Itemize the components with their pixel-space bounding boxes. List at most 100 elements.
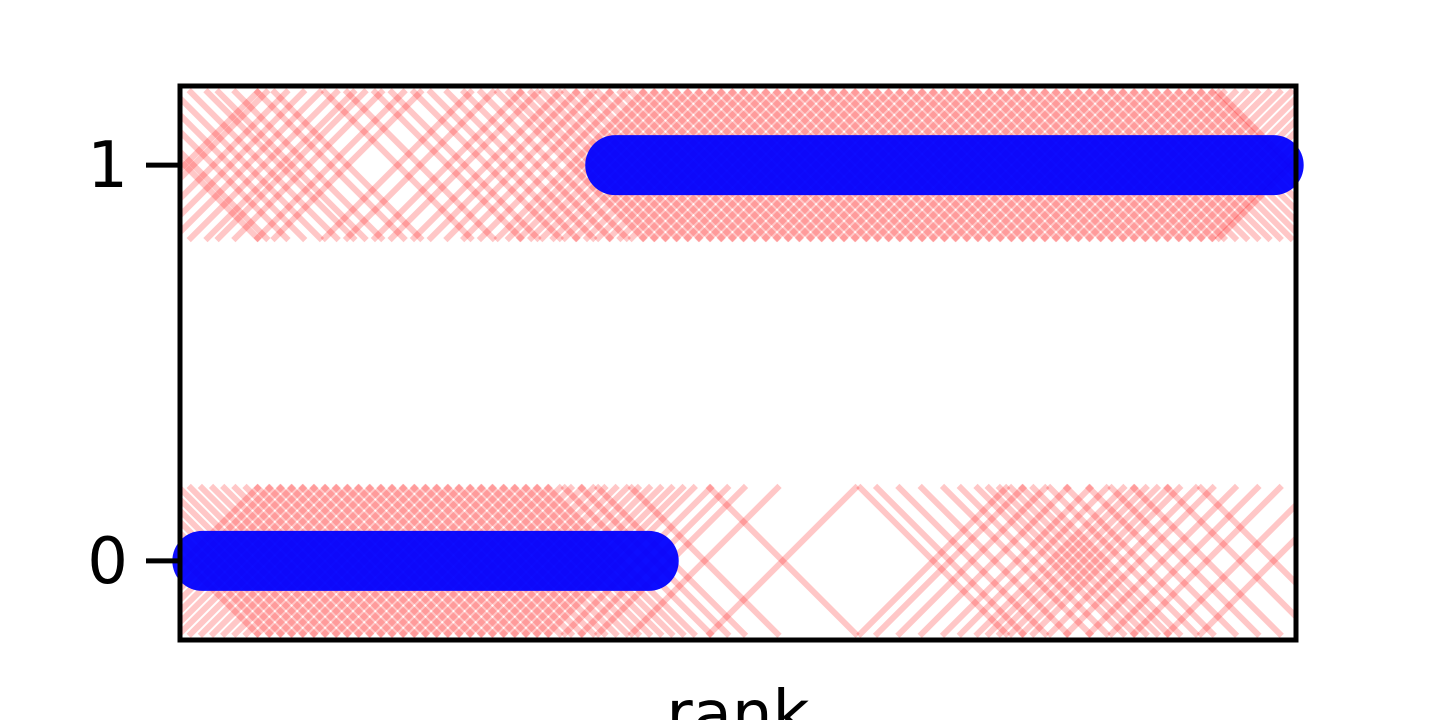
- sample-point: [973, 483, 1128, 638]
- sample-marker-stroke: [1084, 483, 1240, 638]
- sample-marker-stroke: [370, 88, 525, 243]
- sample-point: [409, 88, 565, 243]
- sample-point: [180, 88, 325, 243]
- step-lines: [172, 135, 1304, 591]
- sample-marker-stroke: [459, 88, 615, 243]
- sample-marker-stroke: [320, 88, 475, 243]
- sample-point: [627, 483, 782, 638]
- sample-point: [320, 88, 475, 243]
- sample-marker-stroke: [426, 88, 581, 243]
- sample-marker-stroke: [231, 88, 386, 243]
- sample-marker-stroke: [342, 88, 498, 243]
- sample-point: [984, 483, 1139, 638]
- sample-marker-stroke: [1196, 534, 1296, 638]
- sample-marker-stroke: [956, 483, 1111, 638]
- sample-marker-stroke: [443, 88, 598, 243]
- sample-marker-stroke: [627, 483, 782, 638]
- y-tick-label: 1: [87, 129, 128, 203]
- sample-marker-stroke: [995, 483, 1150, 638]
- sample-marker-stroke: [387, 88, 542, 243]
- sample-point: [270, 88, 425, 243]
- sample-marker-stroke: [180, 88, 271, 183]
- sample-point: [476, 88, 631, 243]
- sample-point: [1163, 483, 1296, 638]
- sample-point: [253, 88, 408, 243]
- sample-point: [1006, 483, 1162, 638]
- sample-marker-stroke: [1017, 483, 1173, 638]
- sample-marker-stroke: [320, 88, 475, 243]
- sample-marker-stroke: [856, 483, 1011, 638]
- sample-marker-stroke: [180, 88, 291, 203]
- sample-marker-stroke: [253, 88, 408, 243]
- sample-marker-stroke: [476, 88, 631, 243]
- sample-point: [231, 88, 386, 243]
- y-axis: 01: [87, 129, 180, 599]
- sample-marker-stroke: [917, 483, 1072, 638]
- sample-point: [180, 88, 262, 243]
- sample-point: [180, 88, 291, 243]
- sample-marker-stroke: [180, 147, 271, 243]
- sample-point: [180, 88, 271, 243]
- sample-point: [956, 483, 1111, 638]
- sample-marker-stroke: [1107, 483, 1262, 638]
- sample-point: [895, 483, 1050, 638]
- sample-marker-stroke: [180, 88, 262, 174]
- sample-point: [1196, 483, 1296, 638]
- sample-marker-stroke: [939, 483, 1095, 638]
- sample-point: [705, 483, 860, 638]
- sample-marker-stroke: [895, 483, 1050, 638]
- sample-point: [426, 88, 581, 243]
- sample-point: [1062, 483, 1217, 638]
- sample-point: [872, 483, 1028, 638]
- sample-marker-stroke: [476, 88, 631, 243]
- sample-point: [939, 483, 1095, 638]
- sample-point: [917, 483, 1072, 638]
- sample-marker-stroke: [203, 88, 358, 243]
- plot-frame: [177, 83, 1299, 643]
- sample-marker-stroke: [1107, 483, 1262, 638]
- sample-marker-stroke: [409, 88, 565, 243]
- sample-point: [214, 88, 369, 243]
- sample-marker-stroke: [856, 483, 1011, 638]
- sample-marker-stroke: [1196, 483, 1296, 588]
- sample-marker-stroke: [956, 483, 1111, 638]
- sample-marker-stroke: [253, 88, 408, 243]
- sample-marker-stroke: [504, 88, 659, 243]
- y-tick-label: 0: [87, 525, 128, 599]
- sample-marker-stroke: [1045, 483, 1201, 638]
- sample-marker-stroke: [409, 88, 565, 243]
- sample-marker-stroke: [426, 88, 581, 243]
- sample-marker-stroke: [973, 483, 1128, 638]
- sample-point: [504, 88, 659, 243]
- sample-marker-stroke: [895, 483, 1050, 638]
- sample-marker-stroke: [180, 156, 262, 243]
- sample-marker-stroke: [872, 483, 1028, 638]
- sample-marker-stroke: [705, 483, 860, 638]
- sample-marker-stroke: [1163, 483, 1296, 621]
- sample-marker-stroke: [1062, 483, 1217, 638]
- sample-point: [459, 88, 615, 243]
- sample-point: [1084, 483, 1240, 638]
- sample-marker-stroke: [1045, 483, 1201, 638]
- sample-point: [1107, 483, 1262, 638]
- sample-marker-stroke: [231, 88, 386, 243]
- sample-marker-stroke: [387, 88, 542, 243]
- sample-marker-stroke: [1062, 483, 1217, 638]
- sample-marker-stroke: [627, 483, 782, 638]
- sample-marker-stroke: [493, 88, 648, 243]
- sample-marker-stroke: [443, 88, 598, 243]
- sample-point: [186, 88, 341, 243]
- sample-marker-stroke: [1084, 483, 1240, 638]
- sample-marker-stroke: [917, 483, 1072, 638]
- sample-marker-stroke: [995, 483, 1150, 638]
- sample-marker-stroke: [370, 88, 525, 243]
- sample-marker-stroke: [270, 88, 425, 243]
- sample-point: [342, 88, 498, 243]
- sample-point: [856, 483, 1011, 638]
- sample-point: [1017, 483, 1173, 638]
- sample-point: [995, 483, 1150, 638]
- sample-point: [203, 88, 358, 243]
- sample-marker-stroke: [504, 88, 659, 243]
- sample-point: [1129, 483, 1284, 638]
